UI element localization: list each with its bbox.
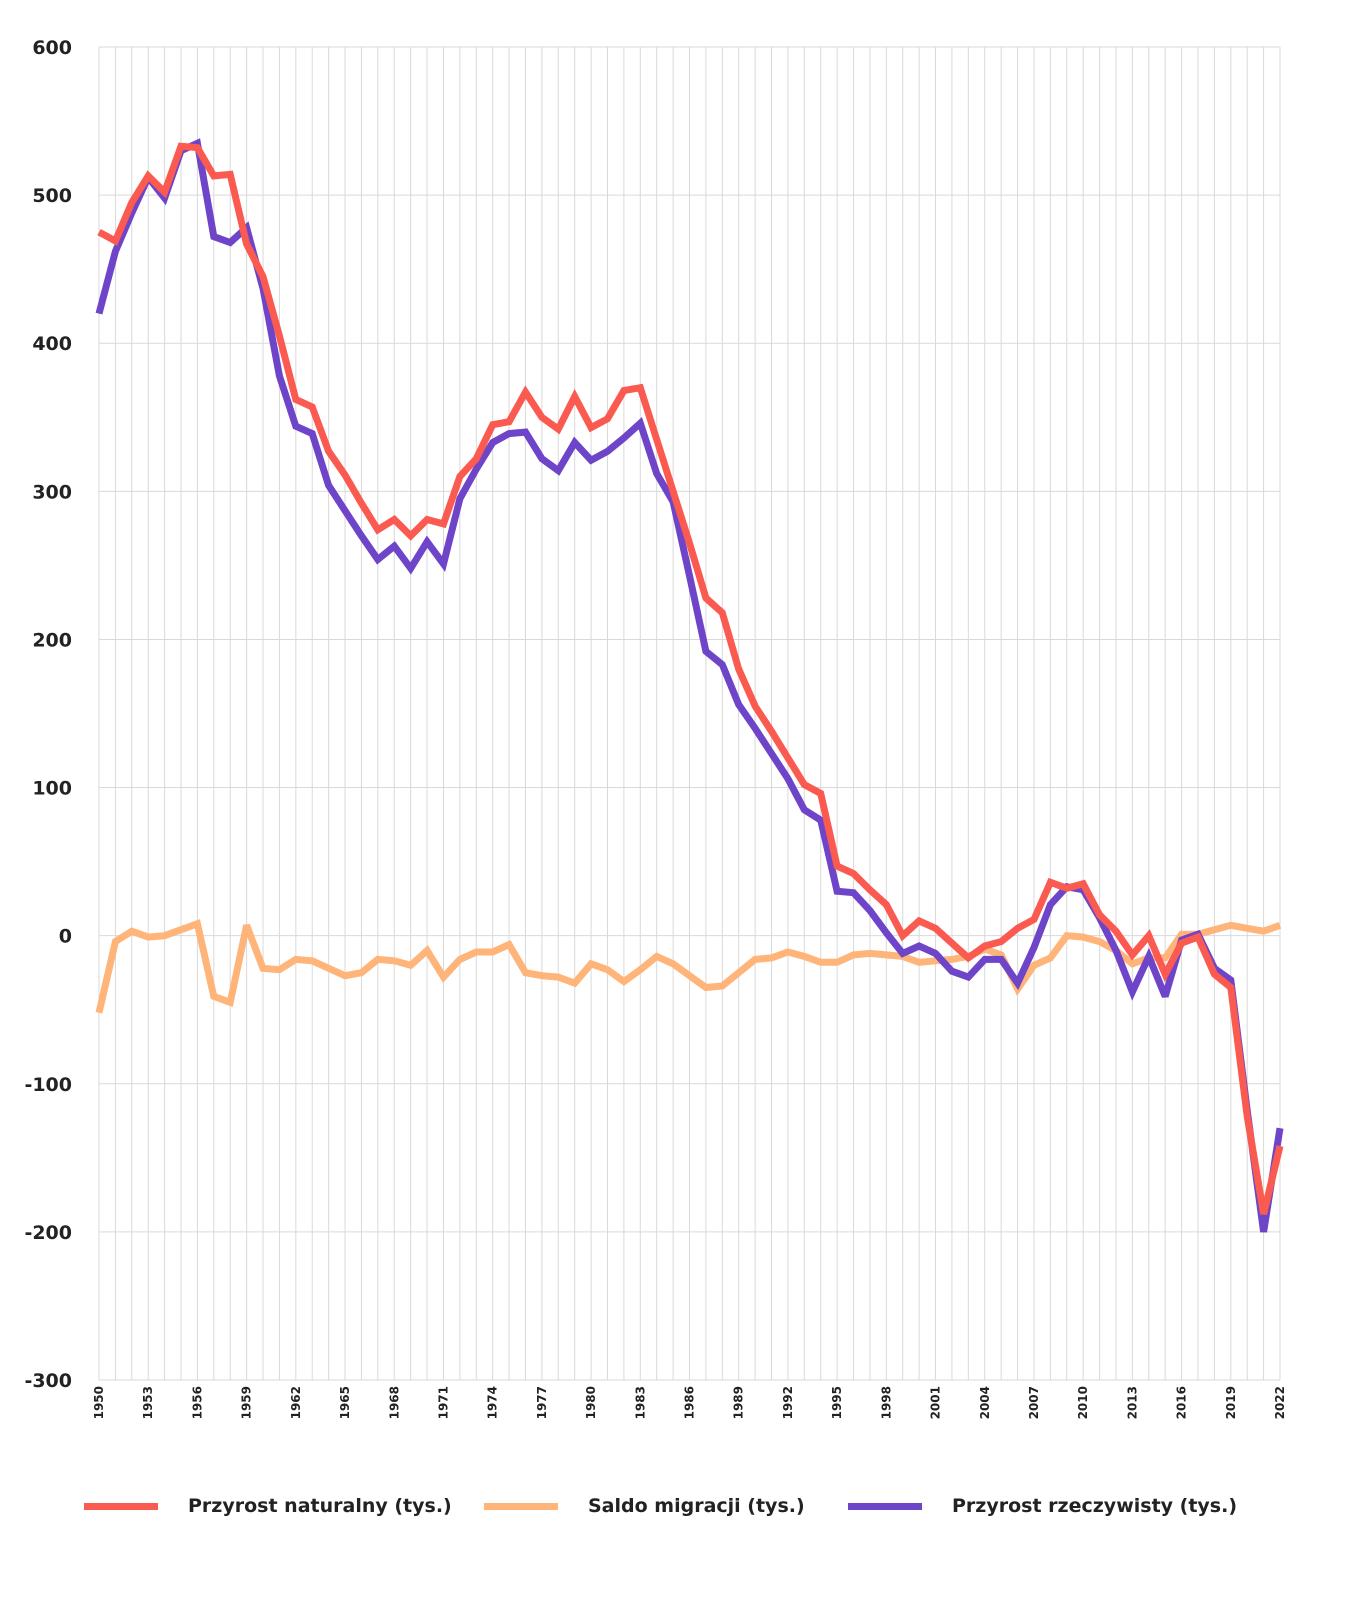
x-tick-label: 2022 bbox=[1273, 1386, 1287, 1419]
x-tick-label: 1998 bbox=[879, 1386, 893, 1419]
y-axis: 600 500 400 300 200 100 0 -100 -200 -300 bbox=[24, 37, 72, 1392]
y-tick-label: 200 bbox=[32, 629, 72, 651]
x-tick-label: 1980 bbox=[584, 1386, 598, 1419]
legend-label: Przyrost naturalny (tys.) bbox=[188, 1495, 452, 1517]
x-tick-label: 1974 bbox=[486, 1386, 500, 1419]
legend-item-natural: Przyrost naturalny (tys.) bbox=[84, 1486, 452, 1526]
x-tick-label: 1962 bbox=[289, 1386, 303, 1419]
y-tick-label: 400 bbox=[32, 333, 72, 355]
legend-swatch bbox=[484, 1502, 558, 1510]
series-line-0 bbox=[97, 142, 1284, 1215]
legend-label: Saldo migracji (tys.) bbox=[588, 1495, 805, 1517]
x-tick-label: 1950 bbox=[92, 1386, 106, 1419]
y-tick-label: 0 bbox=[59, 926, 72, 948]
x-tick-label: 1968 bbox=[387, 1386, 401, 1419]
y-tick-label: -200 bbox=[24, 1222, 72, 1244]
x-tick-label: 1989 bbox=[732, 1386, 746, 1419]
y-tick-label: 500 bbox=[32, 185, 72, 207]
legend-swatch bbox=[84, 1502, 158, 1510]
x-tick-label: 2001 bbox=[929, 1386, 943, 1419]
x-tick-label: 2013 bbox=[1125, 1386, 1139, 1419]
x-tick-label: 1986 bbox=[683, 1386, 697, 1419]
x-tick-label: 2004 bbox=[978, 1386, 992, 1419]
legend-item-real: Przyrost rzeczywisty (tys.) bbox=[848, 1486, 1237, 1526]
legend-item-migration: Saldo migracji (tys.) bbox=[484, 1486, 805, 1526]
legend-label: Przyrost rzeczywisty (tys.) bbox=[952, 1495, 1238, 1517]
y-tick-label: 100 bbox=[32, 778, 72, 800]
x-tick-label: 1977 bbox=[535, 1386, 549, 1419]
y-tick-label: 600 bbox=[32, 37, 72, 59]
x-tick-label: 2016 bbox=[1175, 1386, 1189, 1419]
x-tick-label: 1992 bbox=[781, 1386, 795, 1419]
x-tick-label: 1959 bbox=[240, 1386, 254, 1419]
x-tick-label: 1965 bbox=[338, 1386, 352, 1419]
x-tick-label: 2019 bbox=[1224, 1386, 1238, 1419]
x-tick-label: 1971 bbox=[436, 1386, 450, 1419]
x-tick-label: 2010 bbox=[1076, 1386, 1090, 1419]
y-tick-label: -300 bbox=[24, 1370, 72, 1392]
line-chart: 600 500 400 300 200 100 0 -100 -200 -300 1950 1953… bbox=[24, 37, 1287, 1419]
x-tick-label: 1953 bbox=[141, 1386, 155, 1419]
x-axis: 1950 1953 1956 1959 1962 1965 1968 1971 1974 1977… bbox=[92, 1386, 1287, 1419]
x-tick-label: 1956 bbox=[190, 1386, 204, 1419]
x-tick-label: 1983 bbox=[633, 1386, 647, 1419]
series-lines bbox=[95, 138, 1284, 1233]
x-tick-label: 1995 bbox=[830, 1386, 844, 1419]
x-tick-label: 2007 bbox=[1027, 1386, 1041, 1419]
y-tick-label: -100 bbox=[24, 1074, 72, 1096]
legend-swatch bbox=[848, 1502, 922, 1510]
grid bbox=[98, 46, 1281, 1381]
legend: Przyrost naturalny (tys.) Saldo migracji… bbox=[0, 1486, 1357, 1526]
series-line-1 bbox=[95, 919, 1282, 1014]
y-tick-label: 300 bbox=[32, 481, 72, 503]
